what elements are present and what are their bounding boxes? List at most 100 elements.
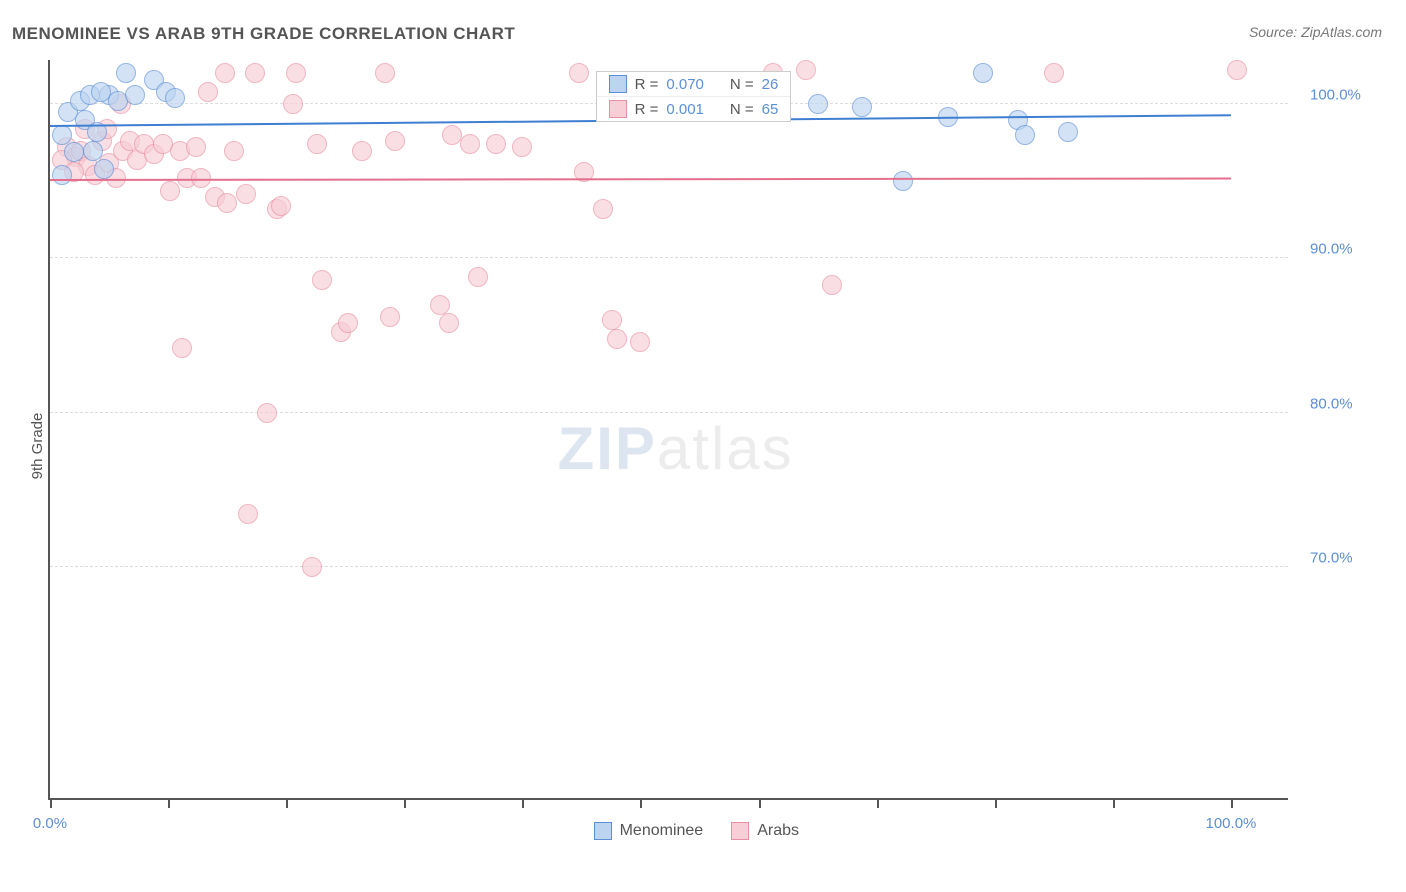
x-tick (640, 798, 642, 808)
scatter-point (83, 141, 103, 161)
n-value: 26 (762, 76, 779, 93)
y-tick-label: 100.0% (1310, 87, 1361, 104)
y-tick-label: 90.0% (1310, 241, 1353, 258)
scatter-point (198, 82, 218, 102)
x-tick (1231, 798, 1233, 808)
scatter-point (283, 94, 303, 114)
legend-label: Menominee (620, 822, 704, 840)
legend-item: Menominee (594, 822, 704, 840)
scatter-point (607, 329, 627, 349)
scatter-point (165, 88, 185, 108)
legend-row: R = 0.001 N = 65 (597, 97, 791, 121)
legend-swatch (609, 75, 627, 93)
scatter-point (602, 310, 622, 330)
scatter-point (153, 134, 173, 154)
scatter-point (630, 332, 650, 352)
scatter-point (186, 137, 206, 157)
scatter-point (215, 63, 235, 83)
x-tick (286, 798, 288, 808)
x-tick-label: 0.0% (33, 815, 67, 832)
scatter-point (893, 171, 913, 191)
y-tick-label: 80.0% (1310, 395, 1353, 412)
scatter-point (52, 125, 72, 145)
source-value: ZipAtlas.com (1301, 24, 1382, 40)
x-tick (522, 798, 524, 808)
scatter-point (808, 94, 828, 114)
scatter-point (302, 557, 322, 577)
gridline-h (50, 412, 1288, 413)
scatter-point (64, 142, 84, 162)
scatter-point (593, 199, 613, 219)
scatter-point (852, 97, 872, 117)
scatter-point (430, 295, 450, 315)
scatter-point (307, 134, 327, 154)
chart-container: MENOMINEE VS ARAB 9TH GRADE CORRELATION … (0, 0, 1406, 892)
scatter-point (125, 85, 145, 105)
scatter-point (973, 63, 993, 83)
legend-swatch (731, 822, 749, 840)
scatter-point (94, 159, 114, 179)
x-tick (877, 798, 879, 808)
r-label: R = (635, 76, 659, 93)
legend-swatch (609, 100, 627, 118)
scatter-point (338, 313, 358, 333)
r-value: 0.001 (666, 101, 704, 118)
r-label: R = (635, 101, 659, 118)
scatter-point (224, 141, 244, 161)
y-axis-label: 9th Grade (29, 413, 46, 480)
scatter-point (271, 196, 291, 216)
chart-title: MENOMINEE VS ARAB 9TH GRADE CORRELATION … (12, 24, 515, 44)
scatter-point (352, 141, 372, 161)
legend-row: R = 0.070 N = 26 (597, 72, 791, 97)
gridline-h (50, 566, 1288, 567)
x-tick-label: 100.0% (1206, 815, 1257, 832)
legend-label: Arabs (757, 822, 799, 840)
scatter-point (796, 60, 816, 80)
legend-bottom: Menominee Arabs (594, 822, 799, 840)
scatter-point (822, 275, 842, 295)
scatter-point (91, 82, 111, 102)
x-tick (168, 798, 170, 808)
scatter-point (257, 403, 277, 423)
x-tick (995, 798, 997, 808)
scatter-point (385, 131, 405, 151)
scatter-point (460, 134, 480, 154)
scatter-point (217, 193, 237, 213)
x-tick (404, 798, 406, 808)
legend-item: Arabs (731, 822, 799, 840)
scatter-point (439, 313, 459, 333)
watermark-zip: ZIP (558, 415, 657, 482)
n-value: 65 (762, 101, 779, 118)
scatter-point (375, 63, 395, 83)
trend-line (50, 178, 1231, 182)
n-label: N = (730, 101, 754, 118)
x-tick (1113, 798, 1115, 808)
scatter-point (468, 267, 488, 287)
scatter-point (1058, 122, 1078, 142)
scatter-point (160, 181, 180, 201)
scatter-point (486, 134, 506, 154)
r-value: 0.070 (666, 76, 704, 93)
gridline-h (50, 257, 1288, 258)
scatter-point (286, 63, 306, 83)
scatter-point (238, 504, 258, 524)
watermark-atlas: atlas (657, 415, 794, 482)
y-tick-label: 70.0% (1310, 549, 1353, 566)
x-tick (759, 798, 761, 808)
legend-swatch (594, 822, 612, 840)
scatter-point (442, 125, 462, 145)
source-attribution: Source: ZipAtlas.com (1249, 24, 1382, 40)
scatter-point (116, 63, 136, 83)
scatter-point (512, 137, 532, 157)
legend-stats: R = 0.070 N = 26 R = 0.001 N = 65 (596, 71, 792, 122)
scatter-point (245, 63, 265, 83)
scatter-point (1227, 60, 1247, 80)
x-tick (50, 798, 52, 808)
n-label: N = (730, 76, 754, 93)
scatter-point (380, 307, 400, 327)
scatter-point (1044, 63, 1064, 83)
scatter-point (312, 270, 332, 290)
plot-area: ZIPatlas 70.0%80.0%90.0%100.0%0.0%100.0%… (48, 60, 1288, 800)
scatter-point (52, 165, 72, 185)
source-label: Source: (1249, 24, 1297, 40)
